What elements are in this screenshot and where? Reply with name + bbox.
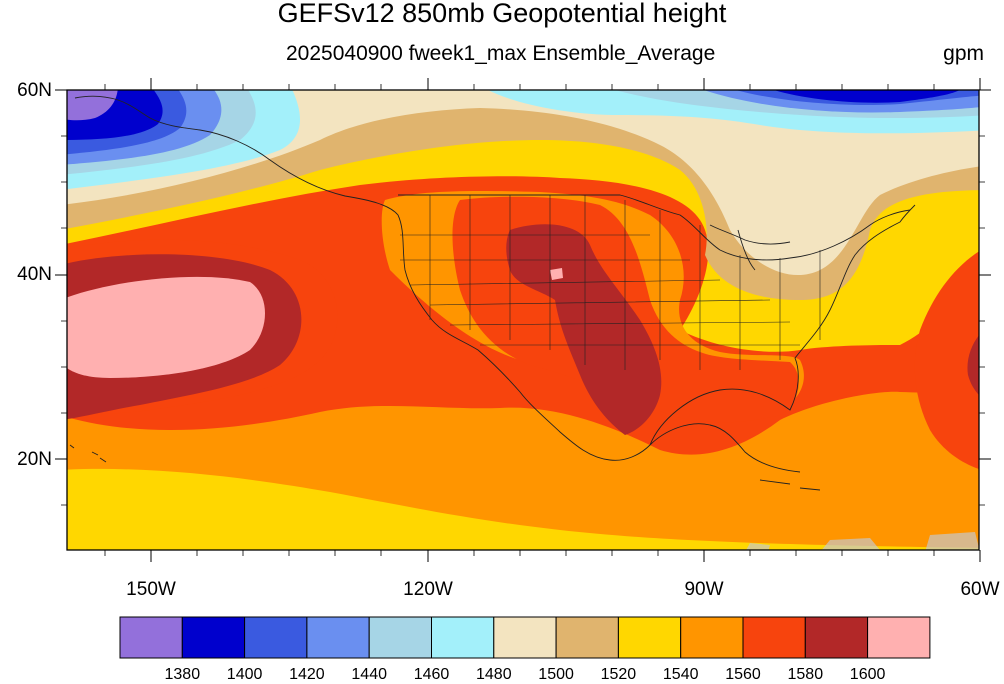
- colorbar-swatch: [431, 616, 495, 659]
- colorbar-swatch: [244, 616, 308, 659]
- north-america-coastline: [74, 95, 916, 473]
- lon-label-150w: 150W: [126, 579, 176, 600]
- caribbean-islands: [759, 479, 821, 491]
- plot-frame: [66, 89, 980, 551]
- great-lakes: [709, 224, 791, 271]
- colorbar-swatch: [680, 616, 744, 659]
- state-borders: [400, 195, 821, 370]
- colorbar-swatch: [181, 616, 246, 659]
- colorbar-tick-label: 1600: [849, 666, 886, 683]
- colorbar-tick-label: 1560: [725, 666, 761, 683]
- colorbar-swatch: [742, 616, 806, 659]
- lon-label-120w: 120W: [403, 579, 453, 600]
- colorbar-swatch: [555, 616, 619, 659]
- contour-1560-atlantic: [914, 251, 979, 469]
- lat-label-40n: 40N: [17, 264, 52, 285]
- colorbar-swatch: [306, 616, 370, 659]
- map-subtitle: 2025040900 fweek1_max Ensemble_Average: [286, 42, 716, 65]
- contour-fill-layer: [67, 90, 979, 550]
- colorbar: [119, 616, 931, 659]
- colorbar-tick-label: 1500: [538, 666, 574, 683]
- contour-1600-us: [550, 268, 563, 280]
- lon-label-60w: 60W: [960, 579, 1000, 600]
- contour-1380-1400-east: [774, 90, 960, 103]
- coastline-layer: [69, 95, 916, 491]
- colorbar-tick-label: 1480: [476, 666, 512, 683]
- colorbar-swatch: [804, 616, 869, 659]
- colorbar-tick-label: 1420: [289, 666, 325, 683]
- colorbar-tick-label: 1520: [600, 666, 637, 683]
- lat-label-60n: 60N: [17, 80, 52, 101]
- missing-data-mask: [746, 532, 979, 550]
- us-border: [398, 194, 911, 261]
- contour-1580-atlantic: [967, 335, 979, 395]
- colorbar-swatch: [119, 616, 183, 659]
- colorbar-swatch: [867, 616, 931, 659]
- map-title: GEFSv12 850mb Geopotential height: [277, 0, 727, 28]
- colorbar-tick-label: 1400: [226, 666, 263, 683]
- axis-ticks: [55, 78, 991, 562]
- contour-1600-pacific: [67, 276, 265, 378]
- units-label: gpm: [943, 42, 984, 65]
- colorbar-tick-label: 1460: [413, 666, 450, 683]
- colorbar-swatch: [617, 616, 682, 659]
- colorbar-swatch: [493, 616, 557, 659]
- colorbar-tick-label: 1440: [351, 666, 387, 683]
- colorbar-swatch: [368, 616, 433, 659]
- hawaii: [69, 444, 107, 463]
- colorbar-tick-label: 1380: [164, 666, 201, 683]
- lat-label-20n: 20N: [17, 449, 52, 470]
- contour-1580-us: [506, 224, 662, 435]
- colorbar-tick-label: 1580: [787, 666, 824, 683]
- colorbar-tick-label: 1540: [662, 666, 699, 683]
- lon-label-90w: 90W: [684, 579, 724, 600]
